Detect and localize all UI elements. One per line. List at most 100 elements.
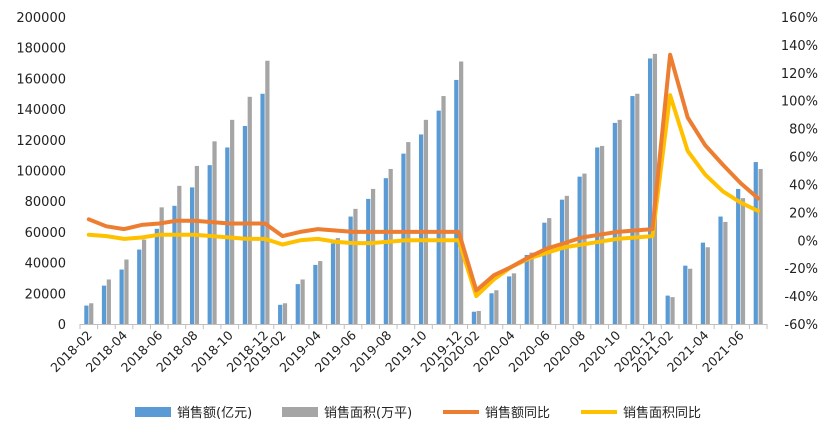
y-right-tick-label: 80% [789, 123, 818, 138]
bar-area [159, 207, 164, 324]
bar-sales [84, 305, 89, 324]
y-left-tick-label: 200000 [16, 11, 66, 26]
y-right-tick-label: -40% [784, 290, 818, 305]
bar-sales [665, 295, 670, 324]
y-right-tick-label: 100% [781, 95, 818, 110]
bar-sales [489, 293, 494, 324]
bar-area [617, 119, 622, 324]
legend-label-sales: 销售额(亿元) [177, 405, 252, 421]
y-left-tick-label: 80000 [25, 195, 66, 210]
bar-sales [418, 134, 424, 324]
legend-label-area: 销售面积(万平) [324, 405, 412, 421]
lines [86, 52, 761, 299]
bar-area [740, 198, 746, 324]
bar-sales [647, 58, 653, 324]
axes [79, 324, 768, 329]
bar-area [688, 268, 693, 324]
y-right-tick-label: 0% [797, 234, 818, 249]
bar-sales [101, 285, 107, 324]
bar-area [758, 168, 763, 324]
bar-area [212, 141, 217, 324]
bar-area [141, 239, 147, 324]
bar-area [476, 310, 481, 324]
bar-area [635, 93, 640, 324]
y-right-tick-label: 40% [789, 178, 818, 193]
y-right-tick-label: -60% [784, 318, 818, 333]
bar-sales [295, 284, 300, 324]
bars [84, 53, 763, 325]
bar-sales [260, 93, 265, 324]
bar-sales [524, 254, 529, 324]
bar-sales [612, 122, 617, 324]
bar-sales [313, 264, 318, 324]
bar-area [441, 96, 446, 325]
bar-sales [736, 188, 741, 324]
y-left-ticks: 0 20000 40000 60000 80000 100000 120000 140000 1… [16, 11, 66, 333]
bar-sales [348, 216, 353, 324]
bar-sales [436, 110, 441, 324]
bar-sales [559, 199, 565, 324]
bar-sales [207, 165, 212, 324]
bar-sales [718, 216, 723, 324]
bar-sales [172, 205, 177, 324]
y-left-tick-label: 160000 [16, 72, 66, 87]
bar-area [177, 185, 182, 324]
bar-area [459, 61, 464, 324]
bar-sales [330, 243, 336, 324]
y-right-ticks: -60% -40% -20% 0% 20% 40% 60% 80% 100% 120% 140% 16… [781, 11, 818, 333]
bar-area [194, 165, 200, 324]
bar-area [282, 303, 288, 324]
bar-area [353, 208, 358, 324]
bar-sales [700, 242, 706, 324]
bar-area [705, 247, 710, 324]
bar-sales [753, 162, 758, 324]
y-right-tick-label: 160% [781, 11, 818, 26]
bar-sales [383, 178, 388, 324]
x-ticks: 2018-022018-042018-062018-082018-102018-… [47, 327, 746, 375]
bar-area [582, 173, 587, 324]
y-right-tick-label: 140% [781, 39, 818, 54]
bar-sales [189, 187, 195, 324]
bar-area [564, 195, 569, 324]
legend-swatch-area [282, 407, 318, 417]
bar-area [247, 96, 252, 324]
bar-area [300, 279, 305, 324]
bar-area [265, 60, 270, 325]
bar-area [124, 259, 129, 324]
bar-area [318, 261, 323, 324]
bar-sales [454, 79, 459, 324]
y-right-tick-label: 20% [789, 206, 818, 221]
bar-area [370, 188, 376, 324]
y-left-tick-label: 60000 [25, 226, 66, 241]
bar-area [670, 297, 675, 324]
y-right-tick-label: 120% [781, 67, 818, 82]
bar-sales [507, 276, 512, 324]
bar-area [388, 168, 393, 324]
y-right-tick-label: 60% [789, 151, 818, 166]
bar-area [423, 119, 429, 324]
y-left-tick-label: 20000 [25, 287, 66, 302]
bar-area [511, 273, 517, 324]
legend-label-sales-yoy: 销售额同比 [485, 405, 550, 421]
bar-area [106, 279, 111, 324]
bar-area [547, 218, 552, 324]
bar-sales [471, 311, 477, 324]
y-right-tick-label: -20% [784, 262, 818, 277]
bar-sales [577, 176, 582, 324]
legend-label-area-yoy: 销售面积同比 [623, 405, 701, 421]
bar-sales [366, 198, 371, 324]
y-left-tick-label: 100000 [16, 165, 66, 180]
bar-sales [278, 304, 283, 324]
y-left-tick-label: 180000 [16, 42, 66, 57]
bar-area [494, 290, 499, 324]
line-sales-yoy [86, 52, 761, 293]
y-left-tick-label: 40000 [25, 257, 66, 272]
legend-swatch-sales [135, 407, 171, 417]
bar-sales [119, 269, 124, 324]
legend: 销售额(亿元) 销售面积(万平) 销售额同比 销售面积同比 [135, 405, 701, 421]
bar-sales [683, 265, 688, 324]
y-left-tick-label: 140000 [16, 103, 66, 118]
bar-area [89, 303, 94, 324]
bar-area [723, 221, 728, 324]
